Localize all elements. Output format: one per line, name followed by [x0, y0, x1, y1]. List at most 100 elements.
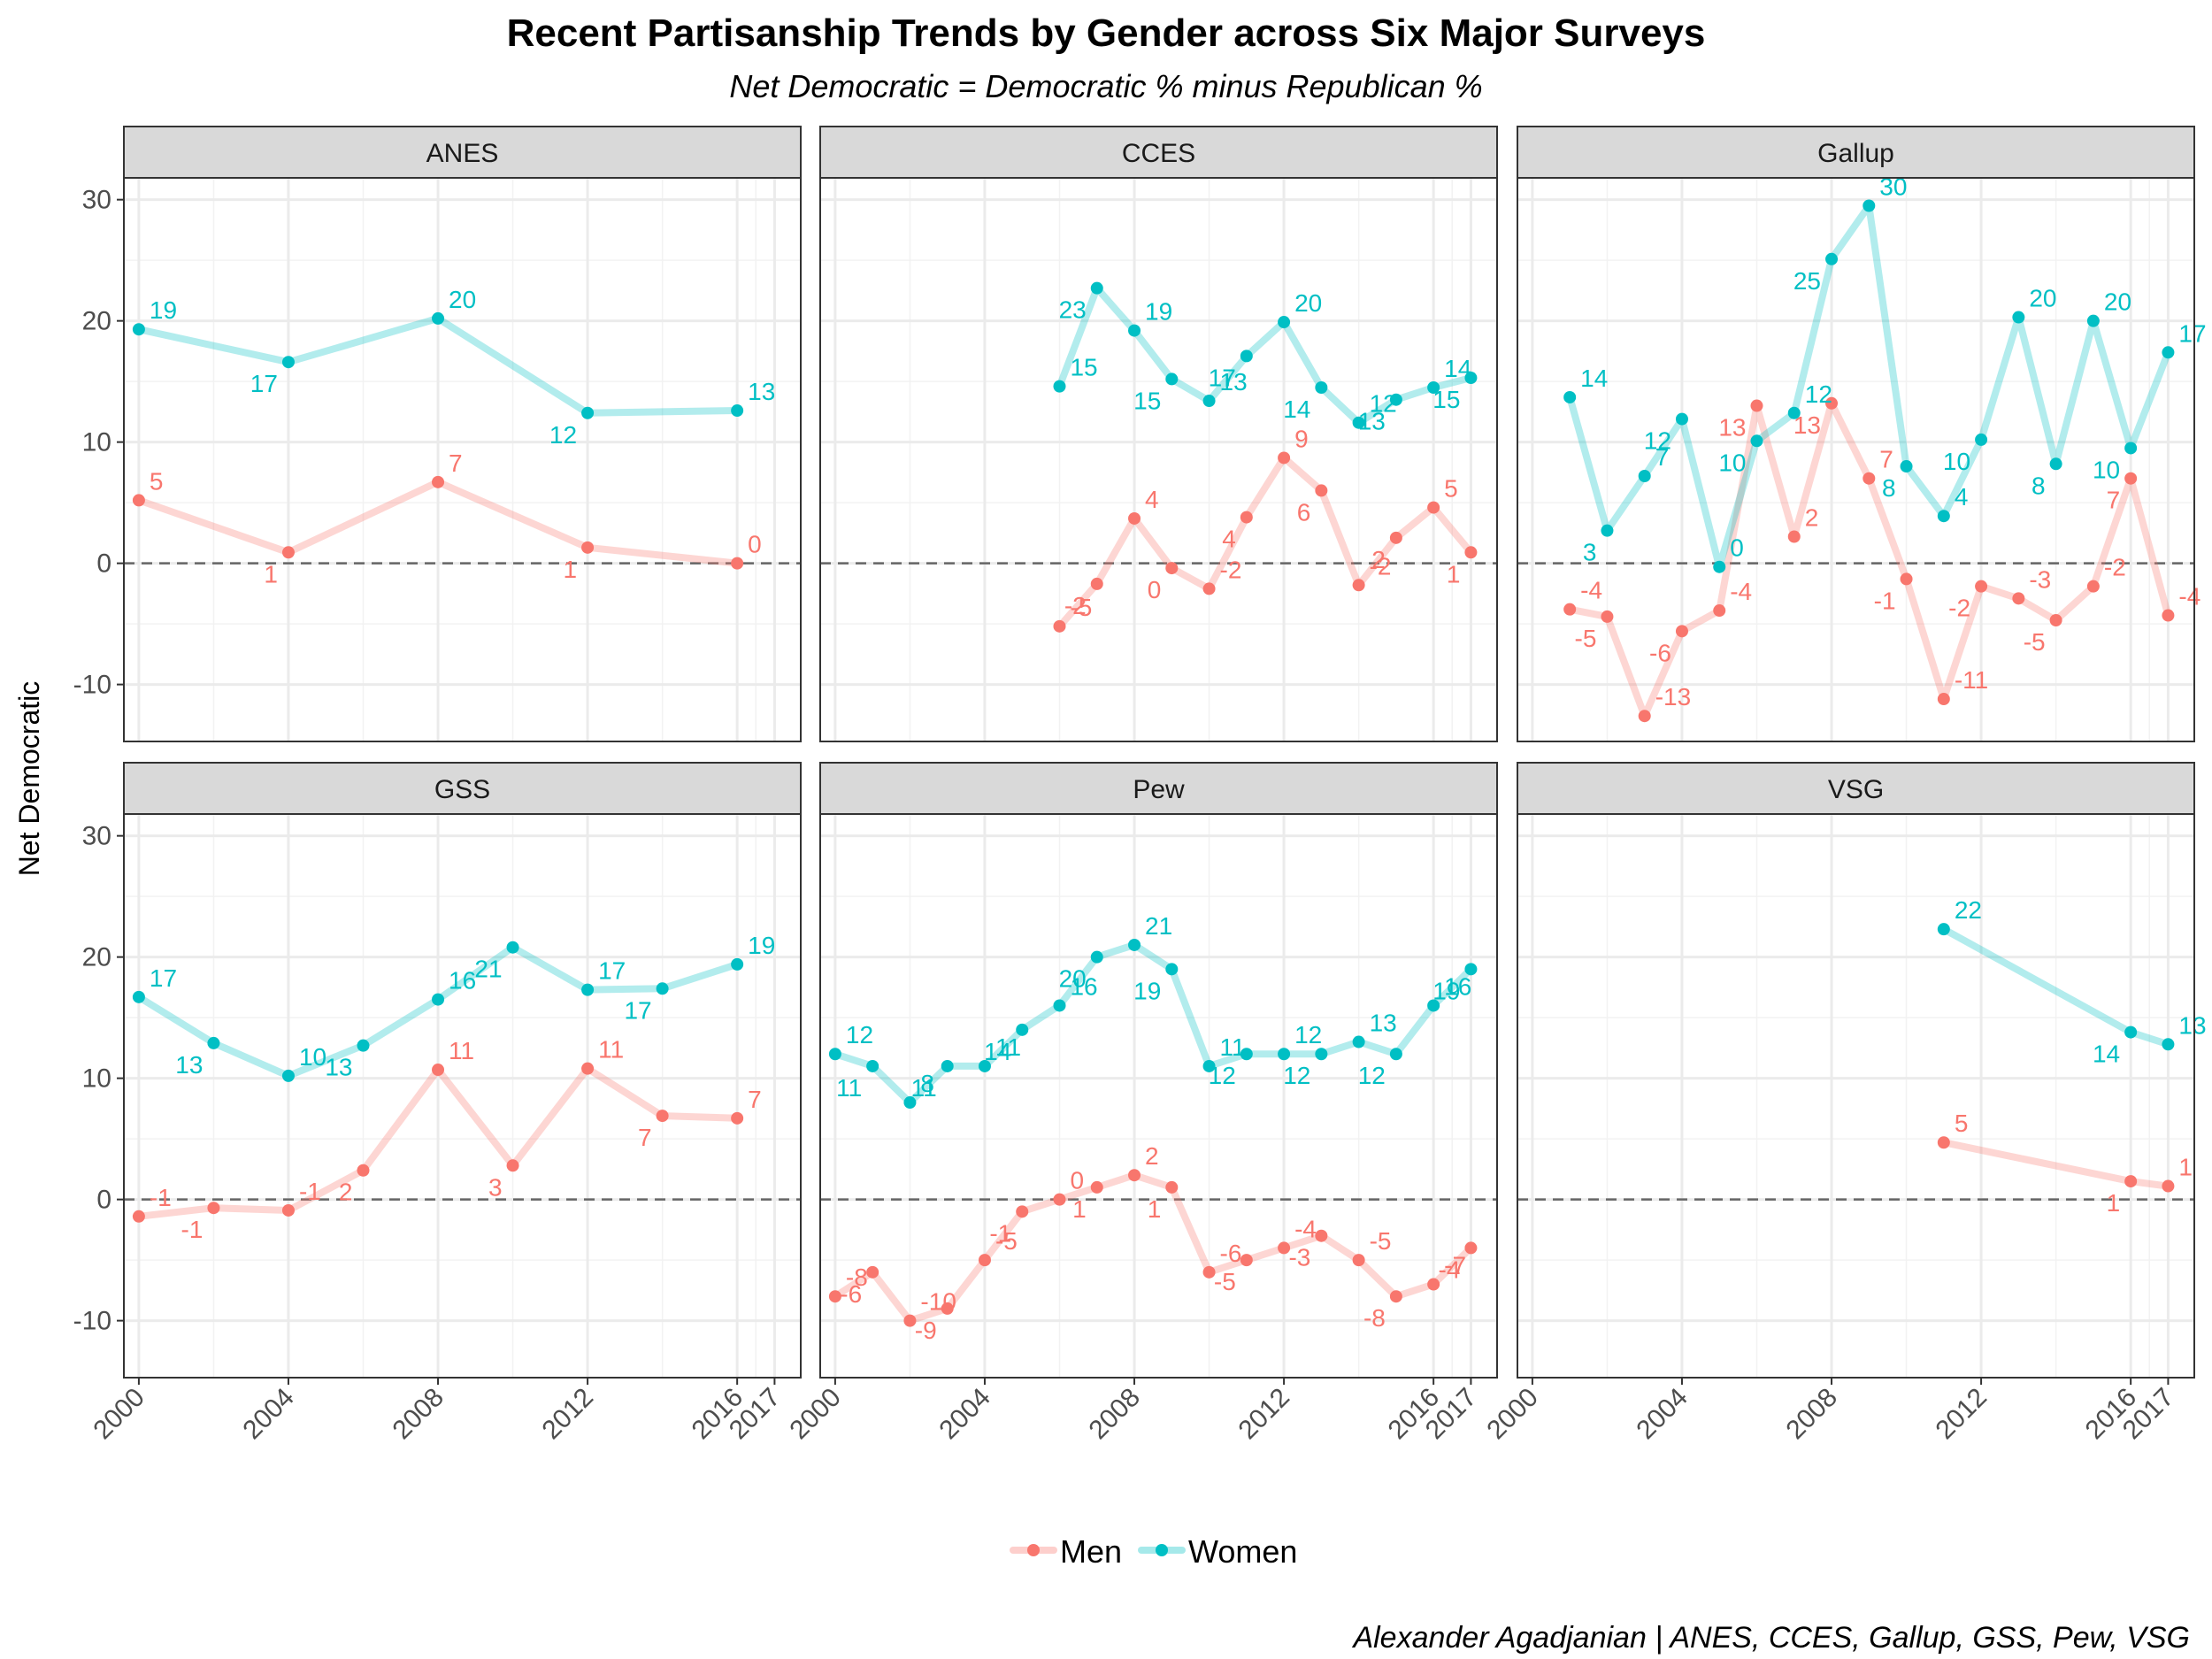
data-point-women — [432, 993, 445, 1006]
data-point-men — [1278, 1241, 1291, 1255]
data-point-women — [903, 1096, 917, 1110]
data-label-women: 19 — [1432, 977, 1460, 1004]
facet-strip — [123, 762, 802, 815]
data-point-men — [1240, 511, 1253, 524]
data-point-women — [828, 1048, 841, 1061]
data-label-women: 19 — [1133, 977, 1161, 1004]
legend: Men Women — [1010, 1533, 1297, 1570]
y-tick-label: 0 — [96, 549, 111, 579]
data-label-women: 11 — [911, 1074, 937, 1102]
data-point-women — [132, 990, 145, 1003]
data-point-men — [1202, 1265, 1216, 1279]
panel-background — [820, 178, 1497, 741]
data-point-women — [1278, 316, 1291, 329]
data-point-men — [656, 1110, 669, 1123]
data-point-women — [1638, 469, 1651, 482]
data-point-women — [1016, 1023, 1029, 1036]
data-point-women — [1427, 380, 1440, 394]
data-point-women — [1053, 380, 1066, 393]
facet-strip-label: ANES — [426, 139, 499, 168]
data-label-men: -2 — [1948, 595, 1970, 622]
facet-strip — [819, 126, 1498, 179]
data-label-women: 14 — [2093, 1041, 2120, 1068]
data-label-women: 14 — [1283, 396, 1310, 423]
data-label-women: 12 — [1644, 427, 1671, 455]
data-point-women — [281, 356, 295, 369]
data-label-men: -5 — [1575, 625, 1597, 652]
data-label-women: 12 — [1294, 1021, 1322, 1048]
data-point-women — [1427, 999, 1440, 1012]
data-point-men — [1315, 484, 1328, 497]
data-label-men: 0 — [1070, 1167, 1084, 1194]
data-point-men — [357, 1164, 370, 1177]
data-label-women: 13 — [325, 1054, 352, 1081]
facet-strip — [819, 762, 1498, 815]
facet-strip — [1517, 762, 2195, 815]
data-point-women — [281, 1069, 295, 1082]
data-point-women — [1315, 1048, 1328, 1061]
data-label-women: 16 — [449, 967, 476, 995]
data-point-women — [656, 982, 669, 995]
x-tick-label: 2004 — [237, 1383, 300, 1446]
data-label-women: 20 — [1294, 289, 1322, 317]
data-label-women: 7 — [1655, 443, 1670, 471]
data-point-men — [1427, 1278, 1440, 1291]
data-point-men — [1900, 572, 1913, 586]
panel-background — [820, 814, 1497, 1378]
data-label-men: 1 — [1072, 1195, 1087, 1223]
data-point-men — [1389, 531, 1402, 544]
data-label-men: 4 — [1222, 526, 1236, 553]
data-label-women: 12 — [1209, 1062, 1236, 1089]
data-label-women: 16 — [1444, 972, 1471, 1000]
data-label-women: 20 — [2029, 285, 2056, 312]
data-point-men — [2162, 609, 2175, 622]
data-label-men: 1 — [2107, 1189, 2121, 1217]
chart-caption: Alexander Agadjanian | ANES, CCES, Gallu… — [1351, 1621, 2190, 1655]
data-point-men — [581, 541, 595, 554]
data-point-men — [1090, 1180, 1103, 1194]
data-point-women — [731, 404, 744, 418]
data-point-women — [2012, 311, 2025, 324]
data-point-men — [978, 1254, 991, 1267]
y-tick-label: 20 — [82, 307, 111, 336]
chart-title: Recent Partisanship Trends by Gender acr… — [507, 12, 1706, 55]
data-label-women: 4 — [1955, 483, 1969, 511]
data-point-men — [1352, 579, 1365, 592]
data-label-men: 7 — [748, 1086, 762, 1113]
data-label-men: -11 — [1955, 666, 1988, 694]
data-point-men — [1053, 619, 1066, 633]
facet-strip-label: Pew — [1133, 775, 1185, 804]
data-label-women: 15 — [1133, 387, 1161, 414]
data-label-women: 10 — [1943, 448, 1970, 475]
data-point-men — [1937, 693, 1950, 706]
data-point-women — [1352, 416, 1365, 429]
data-label-men: 1 — [264, 560, 278, 588]
data-point-women — [1128, 938, 1141, 951]
data-point-men — [1090, 577, 1103, 590]
data-label-men: -4 — [1730, 578, 1752, 605]
data-label-women: 17 — [598, 957, 626, 985]
data-label-women: 19 — [150, 296, 177, 324]
data-label-men: 2 — [1805, 503, 1819, 531]
y-tick-label: 20 — [82, 943, 111, 972]
data-point-men — [581, 1062, 595, 1075]
data-point-men — [1016, 1205, 1029, 1218]
data-label-women: 12 — [1805, 380, 1832, 408]
data-point-women — [581, 983, 595, 996]
data-point-women — [1464, 963, 1478, 976]
data-point-men — [1427, 501, 1440, 514]
x-tick-label: 2004 — [1631, 1383, 1694, 1446]
data-point-women — [1165, 373, 1179, 386]
data-label-women: 8 — [2032, 472, 2046, 499]
data-label-men: -4 — [2178, 583, 2200, 611]
data-label-women: 20 — [449, 286, 476, 313]
series-line-women — [831, 941, 1475, 1106]
x-tick-label: 2000 — [784, 1383, 847, 1446]
data-point-men — [432, 475, 445, 488]
legend-label-women: Women — [1188, 1533, 1297, 1570]
data-label-men: -9 — [915, 1317, 937, 1344]
data-label-women: 17 — [250, 370, 278, 397]
